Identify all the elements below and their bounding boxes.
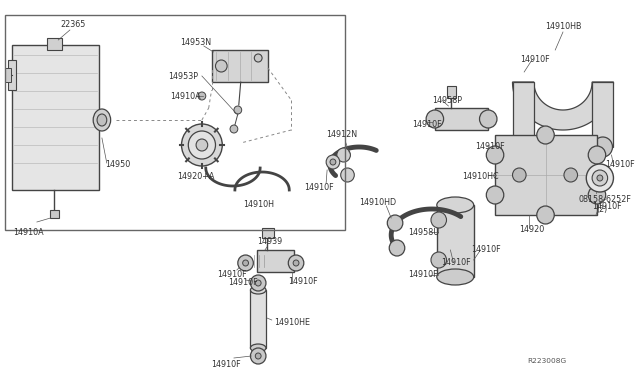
Text: 14910F: 14910F xyxy=(476,142,505,151)
Ellipse shape xyxy=(250,344,266,352)
Bar xyxy=(5,68,11,82)
Circle shape xyxy=(250,348,266,364)
Text: 14910F: 14910F xyxy=(228,278,258,287)
Ellipse shape xyxy=(93,109,111,131)
Circle shape xyxy=(238,255,253,271)
Text: 14910F: 14910F xyxy=(520,55,550,64)
Circle shape xyxy=(597,175,603,181)
Text: 14910F: 14910F xyxy=(408,270,437,279)
Bar xyxy=(495,135,597,215)
Circle shape xyxy=(586,164,614,192)
Text: 14910F: 14910F xyxy=(442,258,471,267)
Circle shape xyxy=(479,110,497,128)
Text: 14910HB: 14910HB xyxy=(545,22,582,31)
Circle shape xyxy=(513,137,533,157)
Circle shape xyxy=(431,212,447,228)
Text: 14920: 14920 xyxy=(519,225,545,234)
Circle shape xyxy=(592,170,607,186)
Ellipse shape xyxy=(254,54,262,62)
Circle shape xyxy=(588,186,605,204)
Text: 14910F: 14910F xyxy=(212,360,241,369)
Bar xyxy=(5,15,344,230)
Circle shape xyxy=(234,106,242,114)
Text: 08158-6252F: 08158-6252F xyxy=(579,195,632,204)
Ellipse shape xyxy=(216,60,227,72)
Text: 14910HE: 14910HE xyxy=(274,318,310,327)
Circle shape xyxy=(564,168,577,182)
Ellipse shape xyxy=(97,114,107,126)
Circle shape xyxy=(293,260,299,266)
Circle shape xyxy=(288,255,304,271)
Circle shape xyxy=(230,125,238,133)
Text: R223008G: R223008G xyxy=(527,358,566,364)
Bar xyxy=(47,38,62,50)
Ellipse shape xyxy=(436,269,474,285)
Text: 14939: 14939 xyxy=(257,237,282,246)
Bar xyxy=(592,82,614,147)
Bar xyxy=(513,82,534,147)
Bar xyxy=(250,290,266,348)
Text: 14910F: 14910F xyxy=(471,245,500,254)
Circle shape xyxy=(426,110,444,128)
Circle shape xyxy=(250,275,266,291)
Circle shape xyxy=(537,126,554,144)
Text: 14912N: 14912N xyxy=(326,130,357,139)
Circle shape xyxy=(337,148,351,162)
Bar xyxy=(435,108,488,130)
Circle shape xyxy=(593,137,612,157)
Bar xyxy=(212,50,268,82)
Ellipse shape xyxy=(196,139,208,151)
Circle shape xyxy=(198,92,206,100)
Circle shape xyxy=(537,206,554,224)
Text: 14910F: 14910F xyxy=(304,183,333,192)
Text: 14910F: 14910F xyxy=(288,277,318,286)
Circle shape xyxy=(330,159,336,165)
Text: 14910A: 14910A xyxy=(13,228,44,237)
Circle shape xyxy=(486,186,504,204)
Text: 14953P: 14953P xyxy=(168,72,198,81)
Circle shape xyxy=(389,240,404,256)
Bar xyxy=(436,205,474,277)
Bar xyxy=(8,60,15,90)
Text: 14910H: 14910H xyxy=(243,200,274,209)
Ellipse shape xyxy=(182,124,222,166)
Text: 14950: 14950 xyxy=(105,160,130,169)
Bar xyxy=(257,250,294,272)
Bar xyxy=(447,86,456,98)
Text: 22365: 22365 xyxy=(60,20,86,29)
Text: 14910A: 14910A xyxy=(170,92,200,101)
PathPatch shape xyxy=(513,82,614,130)
Text: 14910F: 14910F xyxy=(218,270,247,279)
Circle shape xyxy=(243,260,248,266)
Circle shape xyxy=(486,146,504,164)
Bar xyxy=(262,228,274,238)
Circle shape xyxy=(387,215,403,231)
Circle shape xyxy=(513,168,526,182)
Circle shape xyxy=(255,353,261,359)
Text: (2): (2) xyxy=(596,205,607,214)
Text: 14958U: 14958U xyxy=(408,228,439,237)
Circle shape xyxy=(431,252,447,268)
Text: 14953N: 14953N xyxy=(180,38,212,47)
Bar xyxy=(49,210,60,218)
Text: 14910F: 14910F xyxy=(605,160,634,169)
Bar xyxy=(12,45,99,190)
Text: 14910HD: 14910HD xyxy=(359,198,396,207)
Text: 14910HC: 14910HC xyxy=(462,172,499,181)
Circle shape xyxy=(326,155,340,169)
Ellipse shape xyxy=(250,286,266,294)
Circle shape xyxy=(255,280,261,286)
Text: 14910F: 14910F xyxy=(592,202,621,211)
Text: 14910F: 14910F xyxy=(413,120,442,129)
Text: 14958P: 14958P xyxy=(432,96,462,105)
Ellipse shape xyxy=(436,197,474,213)
Circle shape xyxy=(588,146,605,164)
Circle shape xyxy=(340,168,355,182)
Text: 14920+A: 14920+A xyxy=(178,172,215,181)
Ellipse shape xyxy=(188,131,216,159)
